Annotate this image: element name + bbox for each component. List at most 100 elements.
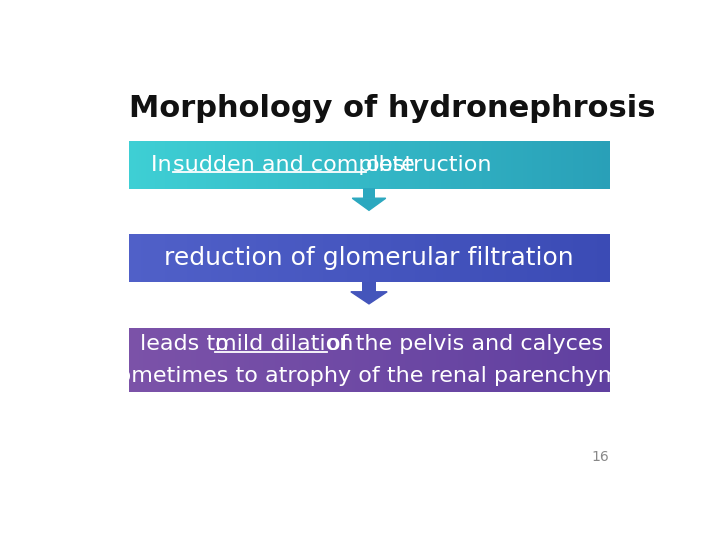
Bar xyxy=(474,328,478,392)
Bar xyxy=(341,234,343,282)
Bar xyxy=(305,234,307,282)
Bar xyxy=(148,141,152,188)
Bar xyxy=(242,234,246,282)
Bar xyxy=(426,328,430,392)
Bar xyxy=(426,234,430,282)
Bar xyxy=(436,234,440,282)
Bar xyxy=(139,328,142,392)
Bar xyxy=(441,141,444,188)
Bar xyxy=(516,141,519,188)
Bar xyxy=(264,328,267,392)
Bar xyxy=(590,234,593,282)
Bar xyxy=(256,328,260,392)
Bar xyxy=(419,328,423,392)
Bar xyxy=(290,141,293,188)
Bar xyxy=(477,328,480,392)
Bar xyxy=(312,328,315,392)
Bar xyxy=(379,328,382,392)
Bar xyxy=(489,141,492,188)
Bar xyxy=(448,141,451,188)
Bar xyxy=(467,234,471,282)
Bar xyxy=(273,328,276,392)
Bar xyxy=(366,234,370,282)
Bar xyxy=(204,234,207,282)
Bar xyxy=(494,234,498,282)
Bar xyxy=(230,141,233,188)
Bar xyxy=(433,328,437,392)
Bar xyxy=(448,328,451,392)
Bar xyxy=(211,234,214,282)
Bar xyxy=(494,141,498,188)
Bar xyxy=(175,141,178,188)
Bar xyxy=(204,328,207,392)
Bar xyxy=(220,141,224,188)
Bar xyxy=(271,141,274,188)
Bar xyxy=(194,234,197,282)
Bar xyxy=(136,234,140,282)
Bar xyxy=(395,328,399,392)
Bar xyxy=(501,328,505,392)
Bar xyxy=(163,328,166,392)
Bar xyxy=(369,328,372,392)
Bar xyxy=(350,141,354,188)
Bar xyxy=(410,234,413,282)
Bar xyxy=(215,141,219,188)
Bar xyxy=(582,328,586,392)
Bar xyxy=(606,141,610,188)
Bar xyxy=(505,328,509,392)
Bar xyxy=(244,328,248,392)
Bar xyxy=(525,328,528,392)
Bar xyxy=(352,234,356,282)
Bar xyxy=(386,328,390,392)
Bar xyxy=(182,328,185,392)
Bar xyxy=(218,328,221,392)
Bar xyxy=(606,328,610,392)
Bar xyxy=(422,328,426,392)
Bar xyxy=(292,141,296,188)
Bar xyxy=(597,141,600,188)
Bar xyxy=(505,234,509,282)
Bar xyxy=(419,141,423,188)
Bar xyxy=(422,141,426,188)
Bar xyxy=(554,141,557,188)
Bar xyxy=(357,141,361,188)
Bar xyxy=(482,328,485,392)
Bar xyxy=(460,328,464,392)
Bar xyxy=(530,141,534,188)
Bar xyxy=(215,328,219,392)
Bar xyxy=(408,234,411,282)
Bar xyxy=(249,234,253,282)
Bar xyxy=(235,328,238,392)
Bar xyxy=(172,328,176,392)
Bar xyxy=(599,328,603,392)
Bar xyxy=(175,328,178,392)
Bar xyxy=(355,328,358,392)
Bar xyxy=(592,141,595,188)
Bar xyxy=(273,234,276,282)
Bar xyxy=(400,234,404,282)
Bar xyxy=(446,141,449,188)
Bar xyxy=(510,328,514,392)
Bar xyxy=(254,141,257,188)
Bar xyxy=(153,141,156,188)
Bar xyxy=(518,141,521,188)
Bar xyxy=(489,328,492,392)
Bar xyxy=(597,234,600,282)
Bar xyxy=(556,141,559,188)
Bar xyxy=(438,328,442,392)
Bar xyxy=(261,141,264,188)
Bar xyxy=(566,328,570,392)
Bar xyxy=(444,141,447,188)
Bar xyxy=(184,234,188,282)
Bar xyxy=(143,141,147,188)
Bar xyxy=(251,328,255,392)
Bar xyxy=(328,234,332,282)
Bar xyxy=(537,328,541,392)
Text: sometimes to atrophy of the renal parenchyma: sometimes to atrophy of the renal parenc… xyxy=(106,366,632,386)
Bar xyxy=(480,234,483,282)
Bar xyxy=(577,234,581,282)
Bar xyxy=(261,328,264,392)
Bar xyxy=(297,141,300,188)
Bar xyxy=(541,141,545,188)
Bar xyxy=(341,328,343,392)
